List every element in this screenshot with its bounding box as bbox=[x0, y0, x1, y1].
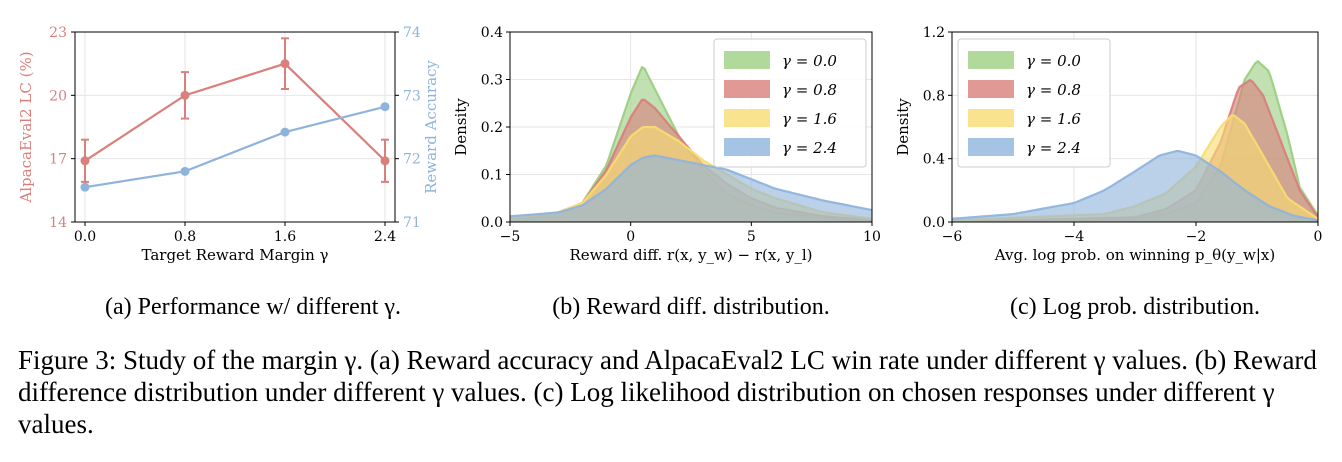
plot-area bbox=[510, 32, 872, 222]
series-line-reward-accuracy bbox=[84, 105, 386, 189]
ytick-left-label: 14 bbox=[49, 215, 67, 231]
chart-2-plot bbox=[952, 32, 1318, 222]
legend-swatch bbox=[724, 80, 770, 98]
legend-label: γ = 0.8 bbox=[1026, 81, 1081, 99]
data-point-reward-accuracy bbox=[80, 182, 90, 192]
figure-caption: Figure 3: Study of the margin γ. (a) Rew… bbox=[18, 345, 1317, 439]
xtick-label: 1.6 bbox=[274, 229, 296, 245]
y-axis-right-label: Reward Accuracy bbox=[422, 60, 440, 194]
ytick-left-label: 20 bbox=[49, 88, 67, 104]
data-point-alpacaeval bbox=[380, 156, 390, 166]
ytick-label: 0.1 bbox=[481, 168, 503, 184]
xtick-label: 10 bbox=[863, 229, 881, 245]
data-point-alpacaeval bbox=[180, 90, 190, 100]
legend-swatch bbox=[724, 51, 770, 69]
legend-label: γ = 2.4 bbox=[782, 139, 837, 157]
legend-box bbox=[713, 38, 867, 168]
legend-label: γ = 1.6 bbox=[782, 110, 837, 128]
ytick-label: 0.3 bbox=[481, 73, 503, 89]
xtick-label: −2 bbox=[1186, 229, 1207, 245]
data-point-reward-accuracy bbox=[280, 127, 290, 137]
legend-swatch bbox=[724, 109, 770, 127]
data-point-reward-accuracy bbox=[380, 102, 390, 112]
ytick-label: 0.4 bbox=[923, 152, 945, 168]
legend-label: γ = 1.6 bbox=[1026, 110, 1081, 128]
ytick-right-label: 73 bbox=[403, 88, 421, 104]
subcaption-c: (c) Log prob. distribution. bbox=[1010, 294, 1260, 320]
legend-swatch bbox=[968, 138, 1014, 156]
chart-1-plot bbox=[510, 32, 872, 222]
ytick-right-label: 72 bbox=[403, 152, 421, 168]
xtick-label: 0 bbox=[626, 229, 635, 245]
ytick-label: 0.4 bbox=[481, 25, 503, 41]
density-curve-3 bbox=[510, 154, 872, 218]
legend-box bbox=[957, 38, 1111, 168]
data-point-reward-accuracy bbox=[180, 166, 190, 176]
ytick-label: 0.0 bbox=[923, 215, 945, 231]
y-axis-left-label: AlpacaEval2 LC (%) bbox=[17, 51, 35, 203]
chart-a-frame bbox=[74, 31, 396, 223]
legend-swatch bbox=[968, 51, 1014, 69]
ytick-label: 1.2 bbox=[923, 25, 945, 41]
xtick-label: −4 bbox=[1064, 229, 1085, 245]
y-axis-label: Density bbox=[894, 98, 912, 156]
figure-canvas: 14 17 20 23 71 72 73 74 0.0 0.8 1.6 2.4 Target Rewar… bbox=[17, 25, 1323, 320]
y-axis-label: Density bbox=[452, 98, 470, 156]
ytick-label: 0.2 bbox=[481, 120, 503, 136]
legend-swatch bbox=[968, 109, 1014, 127]
chart-2-frame bbox=[951, 31, 1319, 223]
subcaption-a: (a) Performance w/ different γ. bbox=[105, 294, 401, 320]
legend-label: γ = 0.8 bbox=[782, 81, 837, 99]
density-area-3 bbox=[510, 155, 872, 222]
xtick-label: 2.4 bbox=[374, 229, 396, 245]
data-point-alpacaeval bbox=[80, 156, 90, 166]
xtick-label: 0 bbox=[1314, 229, 1323, 245]
density-curve-3 bbox=[952, 149, 1318, 222]
x-axis-label: Avg. log prob. on winning p_θ(y_w|x) bbox=[994, 246, 1275, 264]
data-point-alpacaeval bbox=[280, 59, 290, 69]
ytick-label: 0.0 bbox=[481, 215, 503, 231]
ytick-right-label: 74 bbox=[403, 25, 421, 41]
xtick-label: 0.8 bbox=[174, 229, 196, 245]
xtick-label: −5 bbox=[500, 229, 521, 245]
legend-label: γ = 0.0 bbox=[1026, 52, 1081, 70]
xtick-label: 0.0 bbox=[74, 229, 96, 245]
ytick-label: 0.8 bbox=[923, 88, 945, 104]
plot-area bbox=[952, 32, 1318, 222]
subcaption-b: (b) Reward diff. distribution. bbox=[552, 294, 830, 320]
ytick-left-label: 17 bbox=[49, 152, 67, 168]
x-axis-label: Target Reward Margin γ bbox=[142, 246, 329, 264]
ytick-right-label: 71 bbox=[403, 215, 421, 231]
legend-label: γ = 0.0 bbox=[782, 52, 837, 70]
density-area-3 bbox=[952, 151, 1318, 222]
legend-label: γ = 2.4 bbox=[1026, 139, 1081, 157]
series-line-alpacaeval bbox=[84, 62, 386, 162]
legend-swatch bbox=[724, 138, 770, 156]
xtick-label: −6 bbox=[942, 229, 963, 245]
x-axis-label: Reward diff. r(x, y_w) − r(x, y_l) bbox=[570, 246, 813, 264]
legend-swatch bbox=[968, 80, 1014, 98]
xtick-label: 5 bbox=[747, 229, 756, 245]
ytick-left-label: 23 bbox=[49, 25, 67, 41]
